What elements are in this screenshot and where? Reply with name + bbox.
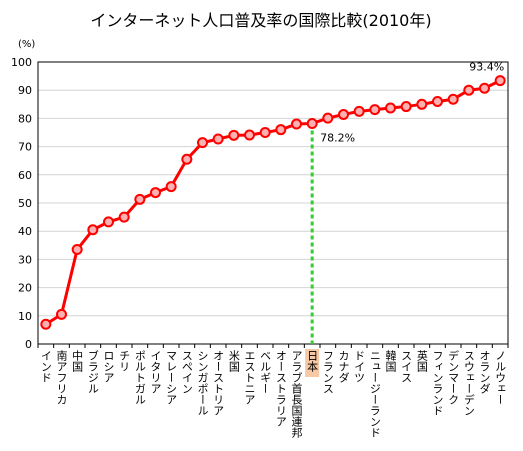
data-point — [228, 129, 240, 141]
x-category-label: エストニア — [243, 350, 256, 405]
data-point — [212, 133, 224, 145]
x-category-label: インド — [39, 350, 52, 383]
x-category-label: オーストラリア — [274, 350, 287, 427]
data-point — [275, 124, 287, 136]
annotations: 78.2% 93.4% — [320, 61, 504, 145]
data-point — [400, 101, 412, 113]
x-category-label: 米国 — [227, 350, 240, 373]
x-category-label: スペイン — [180, 350, 193, 394]
x-category-label: アラブ首長国連邦 — [290, 350, 303, 438]
y-tick-label: 70 — [18, 141, 32, 154]
data-point — [87, 224, 99, 236]
y-tick-label: 20 — [18, 282, 32, 295]
x-category-label: オランダ — [478, 350, 491, 394]
x-category-label: チリ — [118, 350, 131, 372]
data-point — [353, 105, 365, 117]
data-point — [306, 117, 318, 129]
data-point — [432, 95, 443, 107]
x-category-label: 英国 — [415, 349, 428, 373]
data-annotation: 78.2% — [320, 131, 355, 144]
data-point — [322, 112, 334, 124]
data-point — [447, 93, 459, 105]
data-point — [338, 108, 349, 120]
data-point — [40, 318, 52, 330]
data-point — [165, 181, 177, 193]
x-category-label: カナダ — [337, 350, 350, 383]
data-point — [150, 187, 161, 199]
data-point — [416, 98, 428, 110]
y-tick-label: 50 — [18, 197, 32, 210]
data-point — [479, 82, 490, 94]
y-axis-unit-label: (%) — [18, 39, 35, 50]
x-category-label: フィンランド — [431, 350, 444, 416]
x-category-label: シンガポール — [196, 350, 209, 416]
x-category-label: ベルギー — [259, 350, 272, 394]
x-category-label: ノルウェー — [494, 350, 507, 405]
data-point — [134, 193, 146, 205]
x-category-label: スウェーデン — [462, 350, 475, 416]
data-point — [103, 216, 114, 228]
x-category-label: ニュージーランド — [368, 350, 381, 438]
x-category-label: ブラジル — [86, 349, 99, 394]
data-point — [385, 102, 396, 114]
x-category-label: ロシア — [102, 350, 115, 383]
x-category-label: ドイツ — [353, 350, 366, 383]
x-category-labels: インド 南アフリカ 中国 ブラジル ロシア チリ ポルトガル イタリア マレーシア スペイン シンガ… — [39, 349, 506, 438]
x-category-label: オーストリア — [212, 350, 225, 416]
x-category-label: デンマーク — [447, 349, 460, 405]
data-point — [463, 84, 475, 96]
data-point — [494, 75, 506, 87]
series-line — [40, 75, 506, 330]
y-tick-label: 100 — [11, 56, 32, 69]
x-category-label: イタリア — [149, 350, 162, 394]
data-point — [118, 211, 130, 223]
y-tick-label: 60 — [18, 169, 32, 182]
highlight-label-background — [305, 349, 320, 377]
data-point — [56, 308, 67, 320]
x-category-label: フランス — [321, 350, 334, 394]
y-tick-label: 0 — [25, 338, 32, 351]
x-category-label: ポルトガル — [133, 350, 146, 405]
axes — [37, 61, 509, 348]
y-tick-labels: 0 10 20 30 40 50 60 70 80 90 100 — [11, 56, 32, 351]
chart-title: インターネット人口普及率の国際比較(2010年) — [90, 11, 431, 30]
data-annotation: 93.4% — [469, 61, 504, 74]
y-tick-label: 40 — [18, 225, 32, 238]
y-tick-label: 90 — [18, 84, 32, 97]
data-point — [244, 129, 255, 141]
y-tick-label: 10 — [18, 310, 32, 323]
data-point — [291, 118, 302, 130]
data-point — [369, 104, 381, 116]
x-category-label: 中国 — [71, 350, 84, 373]
y-tick-label: 30 — [18, 253, 32, 266]
data-point — [259, 127, 271, 138]
x-category-label: 日本 — [306, 350, 319, 373]
data-point — [71, 244, 83, 256]
x-category-label: 韓国 — [384, 350, 397, 373]
data-point — [197, 137, 208, 149]
x-category-label: マレーシア — [165, 350, 178, 405]
y-tick-label: 80 — [18, 112, 32, 125]
data-point — [181, 153, 193, 165]
x-category-label: 南アフリカ — [55, 350, 68, 405]
x-category-label: スイス — [400, 350, 413, 383]
